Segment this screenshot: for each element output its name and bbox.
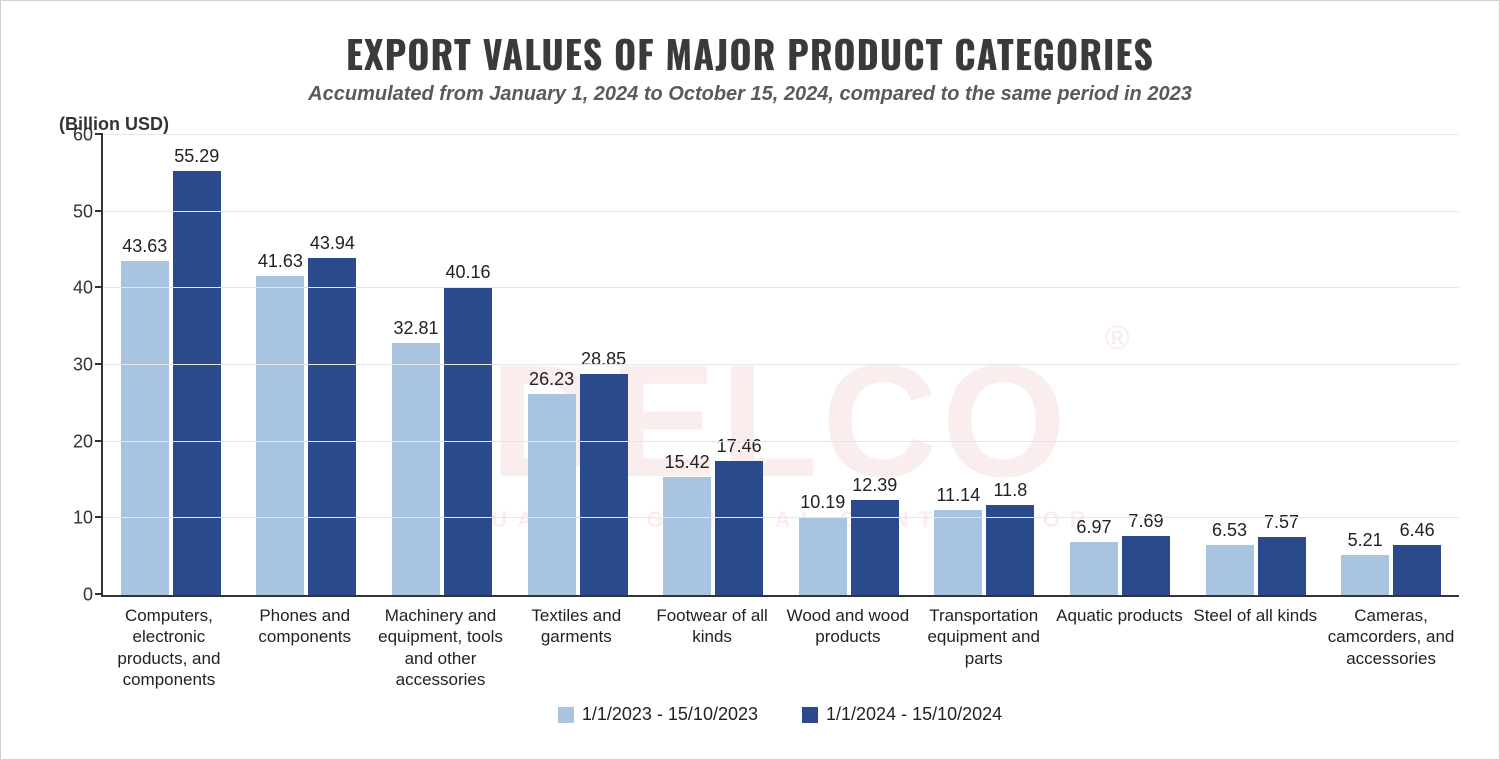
bar: 55.29 — [173, 171, 221, 595]
bar-value-label: 41.63 — [258, 251, 303, 276]
x-axis-label: Transportation equipment and parts — [916, 605, 1052, 690]
chart-title: EXPORT VALUES OF MAJOR PRODUCT CATEGORIE… — [31, 25, 1469, 81]
bar: 5.21 — [1341, 555, 1389, 595]
y-tick-label: 20 — [73, 431, 103, 452]
gridline — [103, 211, 1459, 212]
gridline — [103, 441, 1459, 442]
bar-value-label: 11.14 — [937, 485, 981, 510]
legend: 1/1/2023 - 15/10/2023 1/1/2024 - 15/10/20… — [101, 704, 1459, 728]
bar: 26.23 — [528, 394, 576, 595]
legend-swatch — [558, 707, 574, 723]
bar-value-label: 6.46 — [1400, 520, 1435, 545]
bar-value-label: 11.8 — [994, 480, 1028, 505]
chart-area: DELCO ® QUALITY GENERAL CONTRACTOR 43.63… — [101, 135, 1459, 728]
x-axis-label: Phones and components — [237, 605, 373, 690]
bar: 7.57 — [1258, 537, 1306, 595]
y-tick-label: 0 — [83, 585, 103, 606]
y-tick-label: 30 — [73, 355, 103, 376]
chart-frame: EXPORT VALUES OF MAJOR PRODUCT CATEGORIE… — [0, 0, 1500, 760]
bar-group: 6.537.57 — [1188, 135, 1324, 595]
bar: 41.63 — [256, 276, 304, 595]
gridline — [103, 134, 1459, 135]
bar-value-label: 28.85 — [581, 349, 626, 374]
gridline — [103, 287, 1459, 288]
legend-label: 1/1/2023 - 15/10/2023 — [582, 704, 758, 725]
bar-group: 15.4217.46 — [645, 135, 781, 595]
y-tick-label: 60 — [73, 125, 103, 146]
bar-value-label: 6.97 — [1076, 517, 1111, 542]
bar: 7.69 — [1122, 536, 1170, 595]
bar: 32.81 — [392, 343, 440, 595]
legend-swatch — [802, 707, 818, 723]
bar-group: 43.6355.29 — [103, 135, 239, 595]
bar-value-label: 10.19 — [800, 492, 845, 517]
y-tick-label: 50 — [73, 201, 103, 222]
y-tick-label: 10 — [73, 508, 103, 529]
bar-value-label: 6.53 — [1212, 520, 1247, 545]
gridline — [103, 517, 1459, 518]
legend-label: 1/1/2024 - 15/10/2024 — [826, 704, 1002, 725]
bar-value-label: 55.29 — [174, 146, 219, 171]
x-axis-label: Cameras, camcorders, and accessories — [1323, 605, 1459, 690]
bar-value-label: 43.94 — [310, 233, 355, 258]
bar-value-label: 26.23 — [529, 369, 574, 394]
x-axis-label: Steel of all kinds — [1187, 605, 1323, 690]
bar-value-label: 7.69 — [1128, 511, 1163, 536]
bar-value-label: 12.39 — [852, 475, 897, 500]
x-axis-label: Textiles and garments — [508, 605, 644, 690]
bar: 6.46 — [1393, 545, 1441, 595]
bar: 15.42 — [663, 477, 711, 595]
bar-value-label: 43.63 — [122, 236, 167, 261]
bar: 11.14 — [934, 510, 982, 595]
bar: 43.94 — [308, 258, 356, 595]
chart-subtitle: Accumulated from January 1, 2024 to Octo… — [31, 83, 1469, 106]
x-axis-label: Aquatic products — [1052, 605, 1188, 690]
gridline — [103, 364, 1459, 365]
x-axis-label: Computers, electronic products, and comp… — [101, 605, 237, 690]
bar: 6.53 — [1206, 545, 1254, 595]
x-axis-label: Footwear of all kinds — [644, 605, 780, 690]
y-axis-unit-label: (Billion USD) — [59, 114, 1469, 135]
bar-value-label: 15.42 — [665, 452, 710, 477]
bar-groups: 43.6355.2941.6343.9432.8140.1626.2328.85… — [103, 135, 1459, 595]
bar-group: 41.6343.94 — [239, 135, 375, 595]
bar-group: 26.2328.85 — [510, 135, 646, 595]
y-tick-label: 40 — [73, 278, 103, 299]
x-axis-label: Wood and wood products — [780, 605, 916, 690]
bar: 12.39 — [851, 500, 899, 595]
bar-group: 11.14 11.8 — [917, 135, 1053, 595]
legend-item: 1/1/2023 - 15/10/2023 — [558, 704, 758, 725]
x-axis-label: Machinery and equipment, tools and other… — [373, 605, 509, 690]
bar: 6.97 — [1070, 542, 1118, 595]
bar-value-label: 7.57 — [1264, 512, 1299, 537]
bar: 10.19 — [799, 517, 847, 595]
bar: 28.85 — [580, 374, 628, 595]
bar-group: 10.1912.39 — [781, 135, 917, 595]
bar-value-label: 5.21 — [1348, 530, 1383, 555]
plot-area: 43.6355.2941.6343.9432.8140.1626.2328.85… — [101, 135, 1459, 597]
bar: 17.46 — [715, 461, 763, 595]
bar-value-label: 40.16 — [445, 262, 490, 287]
bar-group: 6.977.69 — [1052, 135, 1188, 595]
bar-group: 5.216.46 — [1323, 135, 1459, 595]
legend-item: 1/1/2024 - 15/10/2024 — [802, 704, 1002, 725]
x-axis-labels: Computers, electronic products, and comp… — [101, 605, 1459, 690]
bar-group: 32.81 40.16 — [374, 135, 510, 595]
bar-value-label: 32.81 — [393, 318, 438, 343]
bar: 43.63 — [121, 261, 169, 595]
